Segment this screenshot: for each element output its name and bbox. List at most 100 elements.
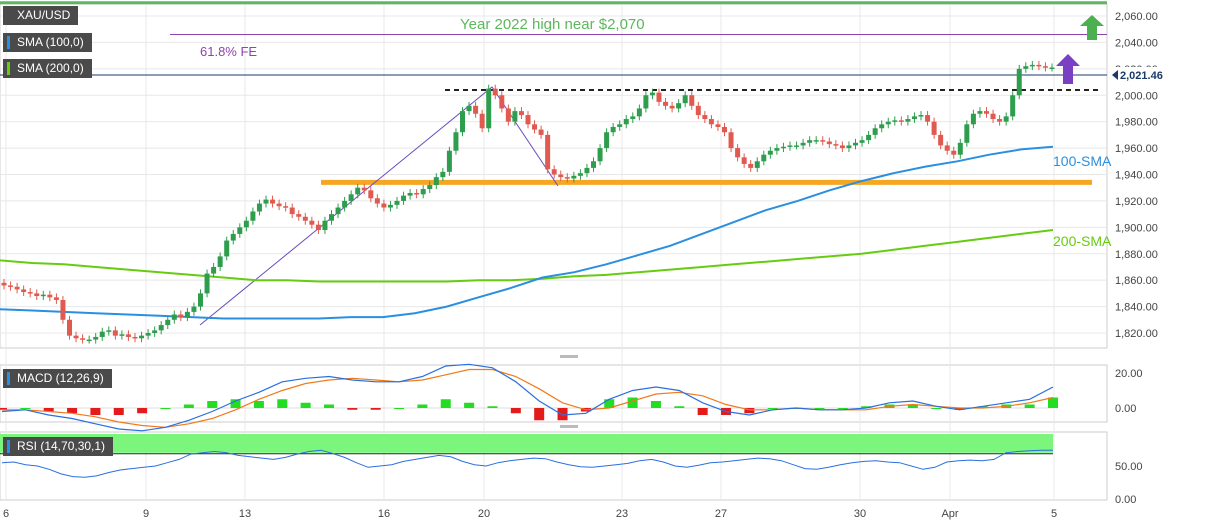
price-tick-label: 1,820.00 bbox=[1115, 328, 1158, 340]
macd-hist-bar bbox=[464, 402, 475, 408]
price-tick-label: 1,860.00 bbox=[1115, 275, 1158, 287]
candle bbox=[676, 103, 682, 109]
candle bbox=[866, 134, 872, 141]
candle bbox=[813, 140, 819, 142]
candle bbox=[584, 167, 590, 174]
sma200-line bbox=[0, 229, 1054, 283]
candle bbox=[957, 142, 963, 155]
macd-hist-bar bbox=[67, 408, 78, 414]
candle bbox=[453, 132, 459, 151]
candle bbox=[368, 190, 374, 199]
candle bbox=[184, 311, 190, 318]
candle bbox=[748, 163, 754, 168]
macd-hist-bar bbox=[160, 408, 171, 409]
price-tick-label: 1,960.00 bbox=[1115, 143, 1158, 155]
sma100-tag: SMA (100,0) bbox=[3, 33, 92, 52]
candle bbox=[617, 124, 623, 127]
macd-hist-bar bbox=[347, 408, 358, 410]
candle bbox=[433, 177, 439, 186]
candle bbox=[597, 148, 603, 162]
candle bbox=[401, 195, 407, 201]
candle bbox=[302, 216, 308, 221]
macd-hist-bar bbox=[954, 408, 965, 410]
candle bbox=[460, 111, 465, 133]
macd-swatch bbox=[7, 372, 10, 385]
price-panel bbox=[0, 3, 1108, 349]
candle bbox=[872, 128, 878, 135]
price-tick-label: 1,840.00 bbox=[1115, 302, 1158, 314]
x-tick-label: 9 bbox=[143, 508, 149, 520]
candle bbox=[970, 113, 976, 125]
candle bbox=[918, 115, 924, 117]
candle bbox=[512, 111, 518, 122]
macd-hist-bar bbox=[253, 401, 264, 408]
macd-hist-bar bbox=[277, 399, 288, 408]
symbol-tag: XAU/USD bbox=[3, 6, 79, 25]
macd-hist-bar bbox=[767, 408, 778, 409]
candle bbox=[591, 161, 596, 168]
candle bbox=[283, 206, 289, 208]
candle bbox=[387, 204, 393, 208]
candle bbox=[342, 200, 348, 208]
green-up-arrow bbox=[1080, 15, 1104, 40]
candle bbox=[990, 113, 996, 120]
candle bbox=[322, 220, 328, 230]
macd-panel bbox=[0, 364, 1108, 423]
candle bbox=[276, 203, 282, 207]
macd-hist-bar bbox=[627, 397, 638, 408]
candle bbox=[545, 134, 551, 170]
candle bbox=[171, 314, 177, 320]
candle bbox=[879, 124, 885, 129]
price-tick-label: 2,000.00 bbox=[1115, 90, 1158, 102]
candle bbox=[807, 140, 813, 143]
candle bbox=[525, 115, 531, 125]
macd-hist-bar bbox=[90, 408, 101, 415]
candle bbox=[604, 132, 610, 149]
candle bbox=[165, 319, 171, 326]
macd-hist-bar bbox=[557, 408, 568, 421]
candle bbox=[374, 198, 380, 204]
x-tick-label: Apr bbox=[941, 508, 958, 520]
candle bbox=[911, 116, 917, 120]
candle bbox=[53, 297, 59, 300]
candle bbox=[243, 220, 249, 228]
macd-hist-bar bbox=[183, 404, 194, 408]
macd-hist-bar bbox=[417, 404, 428, 408]
x-tick-label: 13 bbox=[239, 508, 251, 520]
candle bbox=[833, 144, 839, 146]
candle bbox=[643, 95, 649, 109]
candle bbox=[99, 331, 105, 337]
macd-hist-bar bbox=[323, 404, 334, 408]
candle bbox=[492, 88, 498, 96]
candle bbox=[256, 203, 262, 212]
sma100-tag-label: SMA (100,0) bbox=[17, 35, 84, 49]
candle bbox=[702, 115, 708, 120]
candle bbox=[414, 192, 420, 195]
candle bbox=[669, 105, 675, 109]
rsi-tick-label: 0.00 bbox=[1115, 494, 1136, 506]
last-price-label: 2,021.46 bbox=[1120, 70, 1163, 82]
candle bbox=[505, 108, 511, 122]
sma200-annotation: 200-SMA bbox=[1053, 233, 1112, 249]
macd-hist-bar bbox=[931, 408, 942, 409]
rsi-tag: RSI (14,70,30,1) bbox=[3, 437, 114, 456]
candle bbox=[86, 339, 92, 342]
candle bbox=[119, 334, 125, 336]
candle bbox=[224, 240, 230, 257]
candle bbox=[846, 145, 852, 149]
x-tick-label: 16 bbox=[378, 508, 390, 520]
candle bbox=[217, 256, 223, 267]
candle bbox=[34, 293, 40, 297]
x-tick-label: 23 bbox=[616, 508, 628, 520]
candle bbox=[623, 119, 629, 125]
candle bbox=[656, 92, 662, 102]
macd-hist-bar bbox=[440, 399, 451, 408]
macd-hist-bar bbox=[230, 399, 241, 408]
macd-hist-bar bbox=[674, 406, 685, 408]
macd-hist-bar bbox=[1024, 404, 1035, 408]
macd-hist-bar bbox=[604, 399, 615, 408]
candle bbox=[211, 266, 217, 274]
candle bbox=[145, 333, 151, 336]
candle bbox=[1003, 116, 1009, 122]
candle bbox=[663, 101, 669, 106]
